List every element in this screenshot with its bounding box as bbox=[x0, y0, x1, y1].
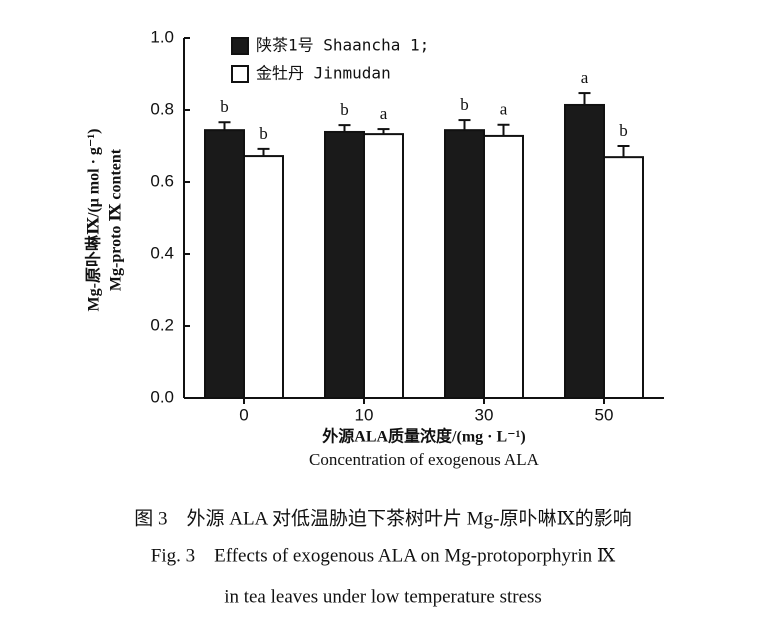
significance-letter: b bbox=[460, 95, 469, 114]
x-axis-label: 外源ALA质量浓度/(mg · L⁻¹) bbox=[321, 427, 525, 446]
y-tick-label: 1.0 bbox=[150, 27, 174, 46]
significance-letter: a bbox=[500, 100, 508, 119]
bar bbox=[363, 133, 404, 399]
x-tick-label: 10 bbox=[355, 405, 374, 424]
bar bbox=[444, 129, 485, 399]
significance-letter: b bbox=[259, 124, 268, 143]
caption: in tea leaves under low temperature stre… bbox=[224, 586, 542, 607]
y-tick-label: 0.2 bbox=[150, 315, 174, 334]
significance-letter: a bbox=[380, 104, 388, 123]
y-axis-label: Mg-原卟啉Ⅸ/(μ mol · g⁻¹) bbox=[84, 129, 103, 312]
bar bbox=[564, 103, 605, 400]
significance-letter: a bbox=[581, 68, 589, 87]
bar bbox=[603, 156, 644, 399]
y-tick-label: 0.4 bbox=[150, 243, 174, 262]
caption: 图 3 外源 ALA 对低温胁迫下茶树叶片 Mg-原卟啉Ⅸ的影响 bbox=[134, 507, 632, 529]
bar bbox=[483, 134, 524, 399]
y-tick-label: 0.0 bbox=[150, 387, 174, 406]
bar bbox=[324, 130, 365, 400]
y-axis-label-en: Mg-proto Ⅸ content bbox=[108, 148, 125, 291]
x-axis-label-en: Concentration of exogenous ALA bbox=[309, 450, 540, 469]
y-tick-label: 0.6 bbox=[150, 171, 174, 190]
y-tick-label: 0.8 bbox=[150, 99, 174, 118]
significance-letter: b bbox=[619, 121, 628, 140]
caption: Fig. 3 Effects of exogenous ALA on Mg-pr… bbox=[151, 545, 616, 566]
bar bbox=[243, 155, 284, 399]
legend-swatch bbox=[231, 37, 249, 55]
legend-label: 陕茶1号 Shaancha 1; bbox=[256, 36, 429, 55]
bar bbox=[204, 129, 245, 399]
legend-label: 金牡丹 Jinmudan bbox=[256, 64, 391, 83]
significance-letter: b bbox=[220, 97, 229, 116]
x-tick-label: 0 bbox=[239, 405, 248, 424]
x-tick-label: 50 bbox=[595, 405, 614, 424]
significance-letter: b bbox=[340, 100, 349, 119]
legend-swatch bbox=[231, 65, 249, 83]
x-tick-label: 30 bbox=[475, 405, 494, 424]
